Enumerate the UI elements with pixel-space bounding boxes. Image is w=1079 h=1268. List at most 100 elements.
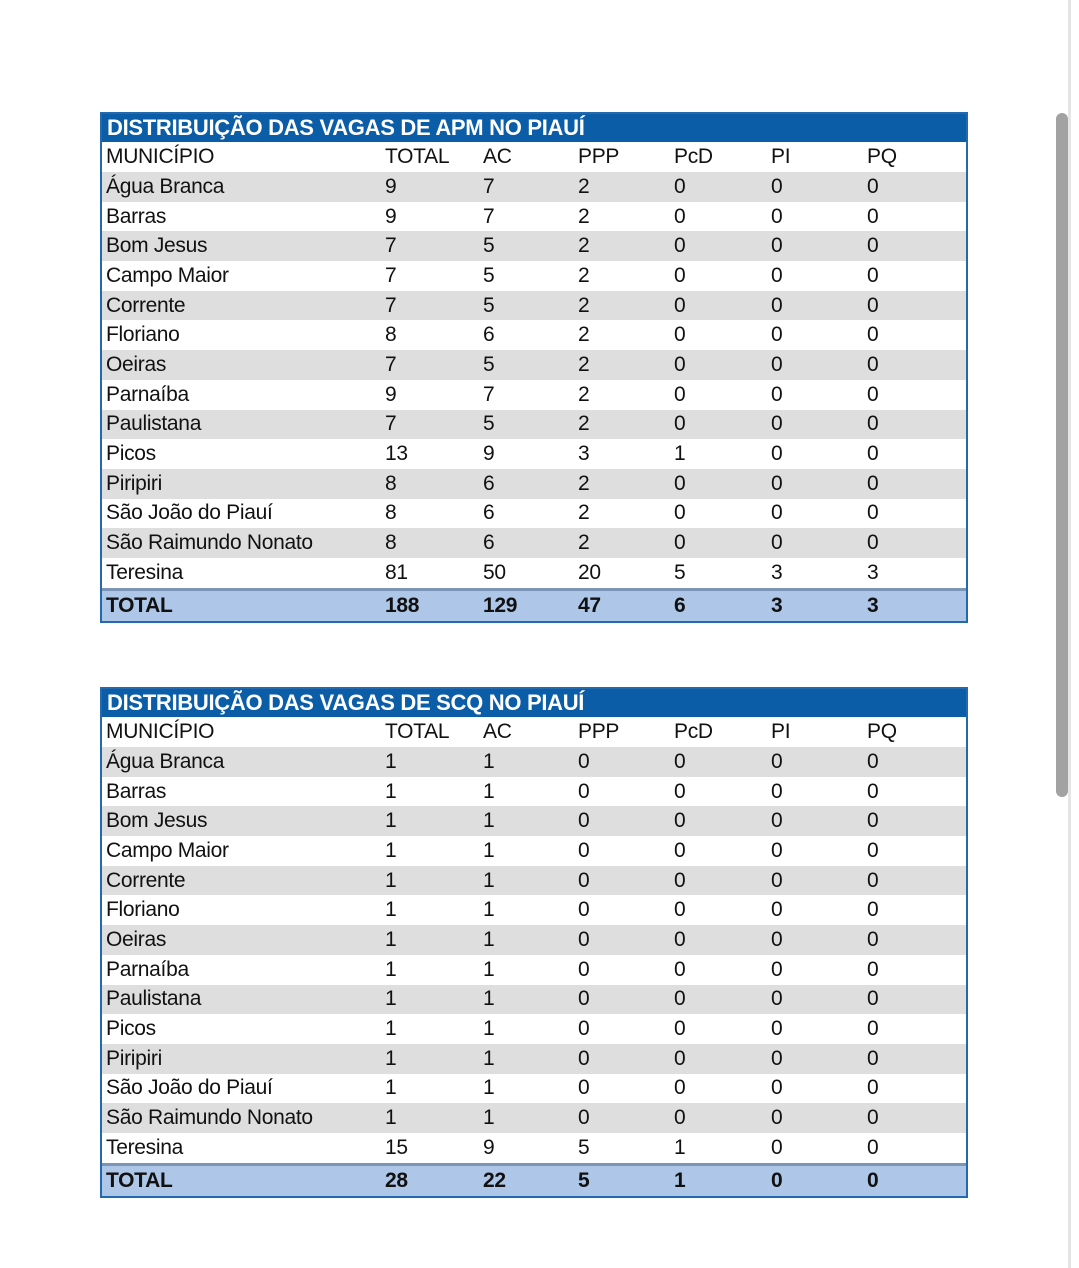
table-row-floriano: Floriano 1 1 0 0 0 0 xyxy=(102,895,966,926)
municipio-cell: Teresina xyxy=(102,557,385,590)
value-cell: 0 xyxy=(771,439,867,469)
value-cell: 20 xyxy=(578,557,674,590)
column-header-ac: AC xyxy=(483,720,512,743)
table-row-teresina: Teresina 15 9 5 1 0 0 xyxy=(102,1132,966,1165)
value-cell: 0 xyxy=(867,925,966,955)
value-cell: 2 xyxy=(578,201,674,232)
value-cell: 5 xyxy=(483,409,578,440)
table-row-floriano: Floriano 8 6 2 0 0 0 xyxy=(102,320,966,351)
value-cell: 0 xyxy=(867,1132,966,1165)
value-cell: 0 xyxy=(578,806,674,837)
value-cell: 0 xyxy=(867,1043,966,1074)
value-cell: 2 xyxy=(578,498,674,529)
value-cell: 0 xyxy=(771,379,867,410)
table-row-campo-maior: Campo Maior 1 1 0 0 0 0 xyxy=(102,836,966,866)
value-cell: 1 xyxy=(483,954,578,985)
value-cell: 81 xyxy=(385,557,483,590)
table-row-sa-o-joa-o-do-piaui: São João do Piauí 8 6 2 0 0 0 xyxy=(102,498,966,529)
value-cell: 0 xyxy=(674,1014,771,1044)
value-cell: 0 xyxy=(867,1014,966,1044)
value-cell: 22 xyxy=(483,1162,578,1196)
value-cell: 1 xyxy=(483,1043,578,1074)
value-cell: 0 xyxy=(674,925,771,955)
value-cell: 0 xyxy=(674,954,771,985)
table-row-barras: Barras 9 7 2 0 0 0 xyxy=(102,201,966,232)
value-cell: 0 xyxy=(578,776,674,807)
value-cell: 5 xyxy=(483,350,578,380)
table-row-corrente: Corrente 7 5 2 0 0 0 xyxy=(102,290,966,321)
value-cell: 7 xyxy=(385,409,483,440)
value-cell: 1 xyxy=(483,1073,578,1104)
value-cell: 2 xyxy=(578,379,674,410)
value-cell: 1 xyxy=(483,865,578,896)
value-cell: 0 xyxy=(771,172,867,202)
value-cell: 2 xyxy=(578,231,674,262)
value-cell: 0 xyxy=(578,747,674,777)
value-cell: 0 xyxy=(674,231,771,262)
value-cell: 1 xyxy=(483,925,578,955)
value-cell: 3 xyxy=(867,557,966,590)
municipio-cell: Oeiras xyxy=(102,350,385,380)
value-cell: 0 xyxy=(771,1073,867,1104)
value-cell: 8 xyxy=(385,320,483,351)
value-cell: 6 xyxy=(483,498,578,529)
value-cell: 0 xyxy=(867,409,966,440)
column-header-pq: PQ xyxy=(867,145,897,168)
value-cell: 2 xyxy=(578,468,674,499)
value-cell: 9 xyxy=(385,379,483,410)
value-cell: 1 xyxy=(385,984,483,1015)
value-cell: 1 xyxy=(483,1103,578,1133)
value-cell: 0 xyxy=(674,1043,771,1074)
municipio-cell: Picos xyxy=(102,1014,385,1044)
value-cell: 0 xyxy=(867,528,966,558)
value-cell: 1 xyxy=(385,747,483,777)
value-cell: 1 xyxy=(385,865,483,896)
value-cell: 7 xyxy=(483,379,578,410)
value-cell: 1 xyxy=(483,836,578,866)
value-cell: 5 xyxy=(483,290,578,321)
value-cell: 0 xyxy=(771,468,867,499)
value-cell: 0 xyxy=(867,498,966,529)
value-cell: 0 xyxy=(867,806,966,837)
table-row-sa-o-raimundo-nonato: São Raimundo Nonato 1 1 0 0 0 0 xyxy=(102,1103,966,1133)
value-cell: 1 xyxy=(385,776,483,807)
table-row-barras: Barras 1 1 0 0 0 0 xyxy=(102,776,966,807)
municipio-cell: Parnaíba xyxy=(102,379,385,410)
value-cell: 0 xyxy=(578,895,674,926)
value-cell: 0 xyxy=(674,498,771,529)
value-cell: 1 xyxy=(385,1014,483,1044)
value-cell: 0 xyxy=(674,836,771,866)
value-cell: 0 xyxy=(771,895,867,926)
value-cell: 1 xyxy=(385,1103,483,1133)
value-cell: 0 xyxy=(771,350,867,380)
table-row-sa-o-joa-o-do-piaui: São João do Piauí 1 1 0 0 0 0 xyxy=(102,1073,966,1104)
value-cell: 1 xyxy=(385,836,483,866)
value-cell: 0 xyxy=(674,468,771,499)
value-cell: 0 xyxy=(771,1162,867,1196)
value-cell: 0 xyxy=(674,895,771,926)
value-cell: 0 xyxy=(867,865,966,896)
value-cell: 0 xyxy=(578,1103,674,1133)
table-row-a-gua-branca: Água Branca 1 1 0 0 0 0 xyxy=(102,747,966,777)
apm-table-title: DISTRIBUIÇÃO DAS VAGAS DE APM NO PIAUÍ xyxy=(102,114,966,142)
value-cell: 0 xyxy=(771,498,867,529)
apm-table-section: DISTRIBUIÇÃO DAS VAGAS DE APM NO PIAUÍ M… xyxy=(100,112,968,623)
column-header-ppp: PPP xyxy=(578,145,620,168)
value-cell: 1 xyxy=(385,1073,483,1104)
column-header-total: TOTAL xyxy=(385,720,450,743)
municipio-cell: Campo Maior xyxy=(102,261,385,291)
table-row-oeiras: Oeiras 7 5 2 0 0 0 xyxy=(102,350,966,380)
municipio-cell: Piripiri xyxy=(102,1043,385,1074)
scrollbar-thumb[interactable] xyxy=(1056,113,1068,797)
value-cell: 1 xyxy=(483,1014,578,1044)
municipio-cell: Parnaíba xyxy=(102,954,385,985)
value-cell: 0 xyxy=(578,865,674,896)
value-cell: 47 xyxy=(578,587,674,621)
value-cell: 0 xyxy=(674,1073,771,1104)
column-header-ppp: PPP xyxy=(578,720,620,743)
table-row-parnai-ba: Parnaíba 9 7 2 0 0 0 xyxy=(102,379,966,410)
value-cell: 6 xyxy=(483,320,578,351)
scq-table-title: DISTRIBUIÇÃO DAS VAGAS DE SCQ NO PIAUÍ xyxy=(102,689,966,717)
value-cell: 0 xyxy=(771,320,867,351)
